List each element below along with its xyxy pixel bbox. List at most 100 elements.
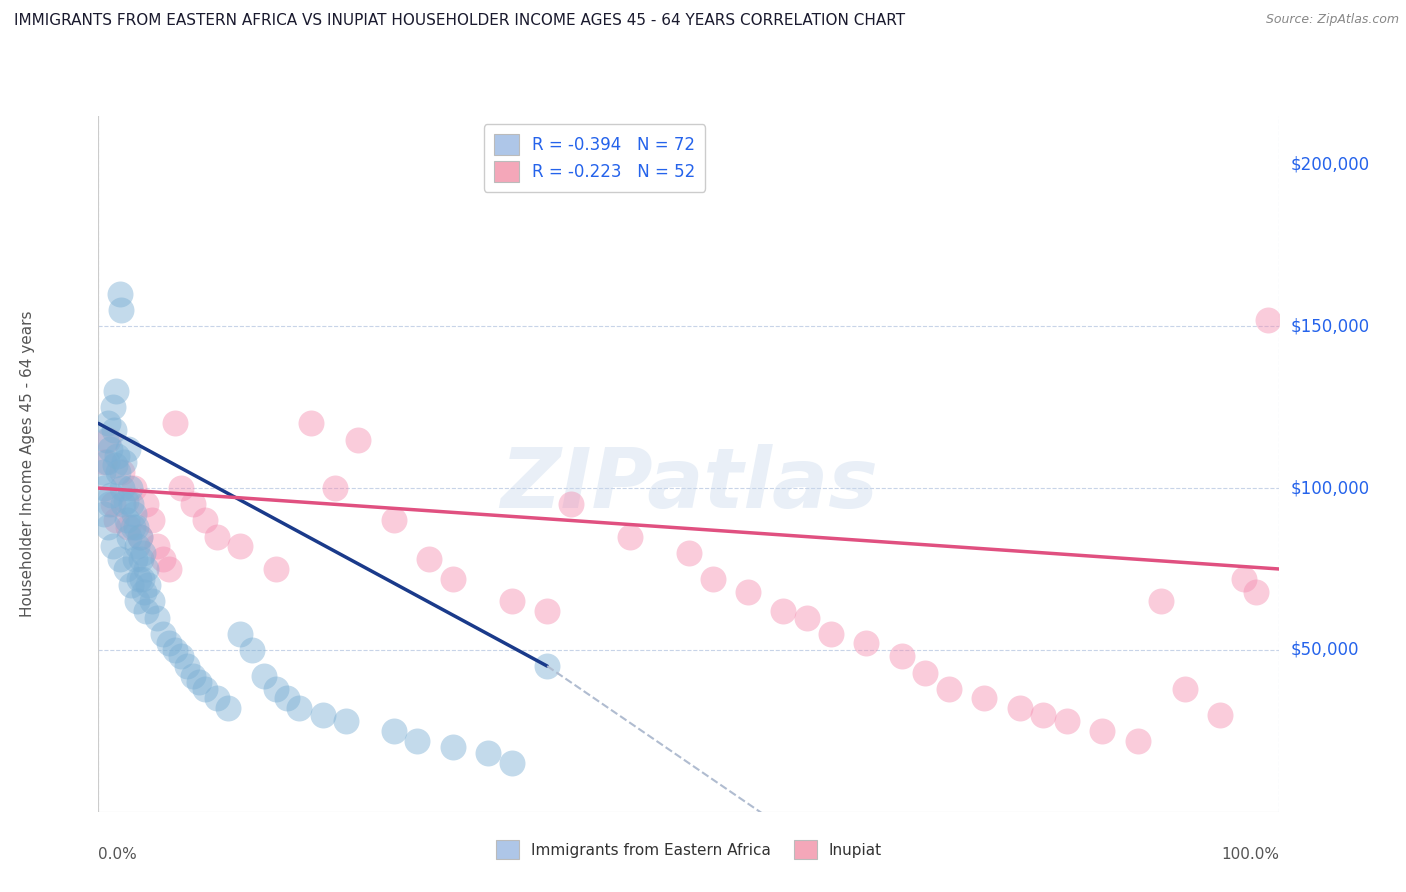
Point [501,756,523,771]
Point [122,507,145,521]
Point [229,626,252,640]
Point [96,455,118,469]
Point [152,626,174,640]
Point [94,433,117,447]
Point [127,594,149,608]
Point [240,643,263,657]
Point [1244,584,1267,599]
Point [146,610,169,624]
Point [1209,707,1232,722]
Point [121,520,143,534]
Point [91,465,114,479]
Point [194,681,217,696]
Text: Source: ZipAtlas.com: Source: ZipAtlas.com [1265,13,1399,27]
Point [264,562,287,576]
Point [129,552,152,566]
Point [181,669,204,683]
Text: $50,000: $50,000 [1291,641,1360,659]
Point [121,578,143,592]
Point [141,594,163,608]
Point [772,604,794,618]
Point [299,417,322,431]
Text: IMMIGRANTS FROM EASTERN AFRICA VS INUPIAT HOUSEHOLDER INCOME AGES 45 - 64 YEARS : IMMIGRANTS FROM EASTERN AFRICA VS INUPIA… [14,13,905,29]
Point [1257,313,1279,327]
Point [382,513,405,527]
Point [97,417,120,431]
Point [108,287,131,301]
Point [619,530,641,544]
Point [118,530,141,544]
Point [136,578,159,592]
Point [1008,701,1031,715]
Point [165,643,187,657]
Point [124,552,146,566]
Point [141,513,163,527]
Point [101,401,124,415]
Point [501,594,523,608]
Text: $150,000: $150,000 [1291,318,1369,335]
Point [117,520,139,534]
Point [347,433,370,447]
Point [938,681,960,696]
Point [93,507,115,521]
Point [122,481,145,495]
Point [1126,733,1149,747]
Point [1056,714,1078,728]
Point [737,584,759,599]
Point [170,649,193,664]
Point [101,497,124,511]
Point [702,572,724,586]
Point [110,303,132,318]
Legend: Immigrants from Eastern Africa, Inupiat: Immigrants from Eastern Africa, Inupiat [488,833,890,867]
Point [187,675,209,690]
Point [205,530,228,544]
Point [105,513,128,527]
Point [97,433,120,447]
Point [104,458,127,473]
Point [323,481,346,495]
Point [121,497,143,511]
Point [125,520,148,534]
Point [97,520,120,534]
Point [131,572,153,586]
Point [890,649,912,664]
Point [441,572,464,586]
Point [115,513,138,527]
Point [98,497,121,511]
Point [1150,594,1173,608]
Point [312,707,335,722]
Point [855,636,877,650]
Point [135,562,157,576]
Point [1032,707,1054,722]
Point [418,552,440,566]
Point [98,442,121,457]
Point [146,540,169,554]
Point [678,546,700,560]
Point [117,442,139,457]
Point [335,714,357,728]
Point [157,562,180,576]
Point [276,691,298,706]
Point [205,691,228,706]
Point [111,481,134,495]
Point [441,739,464,754]
Point [103,423,125,437]
Point [176,659,198,673]
Point [134,584,156,599]
Point [152,552,174,566]
Point [170,481,193,495]
Point [128,530,150,544]
Text: Householder Income Ages 45 - 64 years: Householder Income Ages 45 - 64 years [20,310,35,617]
Point [253,669,276,683]
Point [181,497,204,511]
Point [560,497,582,511]
Point [973,691,995,706]
Text: ZIPatlas: ZIPatlas [501,444,877,525]
Point [217,701,239,715]
Text: 0.0%: 0.0% [98,847,138,862]
Point [135,604,157,618]
Point [288,701,311,715]
Point [536,604,558,618]
Point [229,540,252,554]
Point [128,530,150,544]
